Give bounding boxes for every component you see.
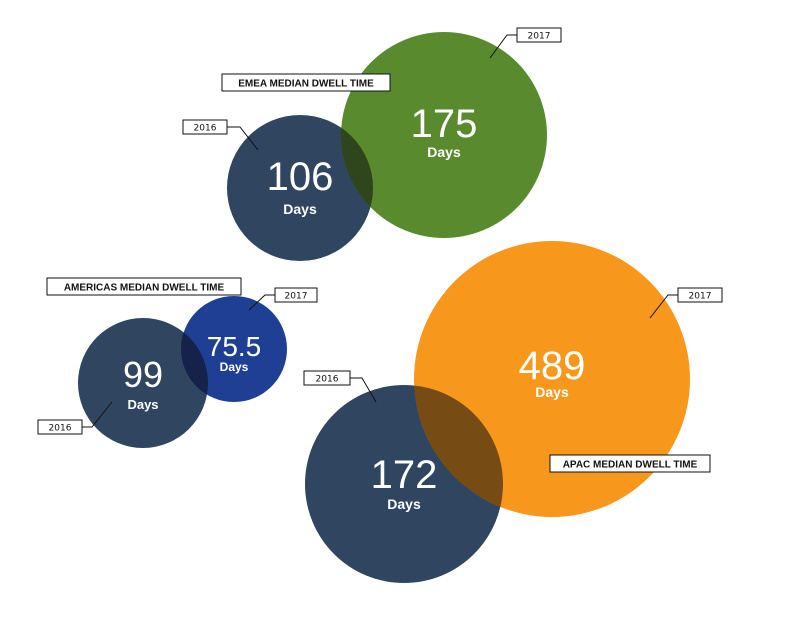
year-tag-box-apac-2016 bbox=[303, 370, 351, 386]
value-label-americas-2016: 99 bbox=[123, 354, 163, 395]
unit-label-americas-2017: Days bbox=[220, 360, 249, 374]
year-tag-emea-2017: 2017 bbox=[528, 32, 551, 42]
year-tag-box-americas-2017 bbox=[274, 287, 318, 303]
leader-line-apac-2016 bbox=[350, 377, 377, 403]
group-title-apac: APAC MEDIAN DWELL TIME bbox=[563, 460, 698, 471]
group-title-box-emea bbox=[221, 73, 391, 92]
bubble-emea-2016 bbox=[227, 115, 373, 261]
year-tag-apac-2017: 2017 bbox=[689, 292, 712, 302]
bubble-americas-2016 bbox=[78, 318, 208, 448]
year-tag-emea-2016: 2016 bbox=[194, 124, 217, 134]
year-tag-americas-2017: 2017 bbox=[285, 292, 308, 302]
value-label-apac-2017: 489 bbox=[519, 344, 586, 388]
unit-label-apac-2017: Days bbox=[535, 384, 569, 400]
group-title-box-americas bbox=[46, 277, 242, 296]
bubble-overlap-apac bbox=[414, 385, 503, 517]
leader-line-emea-2017 bbox=[489, 34, 517, 59]
unit-label-americas-2016: Days bbox=[127, 397, 158, 412]
group-title-emea: EMEA MEDIAN DWELL TIME bbox=[238, 79, 374, 90]
bubble-labels: 106Days175Days99Days75.5Days172Days489Da… bbox=[123, 102, 585, 512]
leader-line-apac-2017 bbox=[649, 294, 678, 319]
unit-label-emea-2016: Days bbox=[283, 201, 317, 217]
leader-line-americas-2017 bbox=[248, 294, 275, 311]
year-tag-box-emea-2016 bbox=[182, 119, 228, 135]
value-label-apac-2016: 172 bbox=[371, 453, 438, 497]
leader-line-emea-2016 bbox=[227, 126, 259, 151]
bubbles bbox=[78, 32, 690, 583]
value-label-emea-2016: 106 bbox=[267, 155, 334, 199]
value-label-americas-2017: 75.5 bbox=[207, 331, 262, 362]
year-tag-apac-2016: 2016 bbox=[316, 375, 339, 385]
unit-label-emea-2017: Days bbox=[427, 144, 461, 160]
group-title-americas: AMERICAS MEDIAN DWELL TIME bbox=[64, 283, 225, 294]
year-tag-box-americas-2016 bbox=[37, 419, 83, 435]
year-tag-americas-2016: 2016 bbox=[49, 424, 72, 434]
group-title-box-apac bbox=[549, 454, 711, 473]
year-tag-box-emea-2017 bbox=[516, 27, 562, 43]
annotations: 2016 2017 EMEA MEDIAN DWELL TIME 2016 2017 AM… bbox=[37, 27, 723, 473]
unit-label-apac-2016: Days bbox=[387, 496, 421, 512]
year-tag-box-apac-2017 bbox=[677, 287, 723, 303]
leader-line-americas-2016 bbox=[82, 401, 113, 428]
value-label-emea-2017: 175 bbox=[411, 102, 478, 146]
bubble-emea-2017 bbox=[341, 32, 547, 238]
